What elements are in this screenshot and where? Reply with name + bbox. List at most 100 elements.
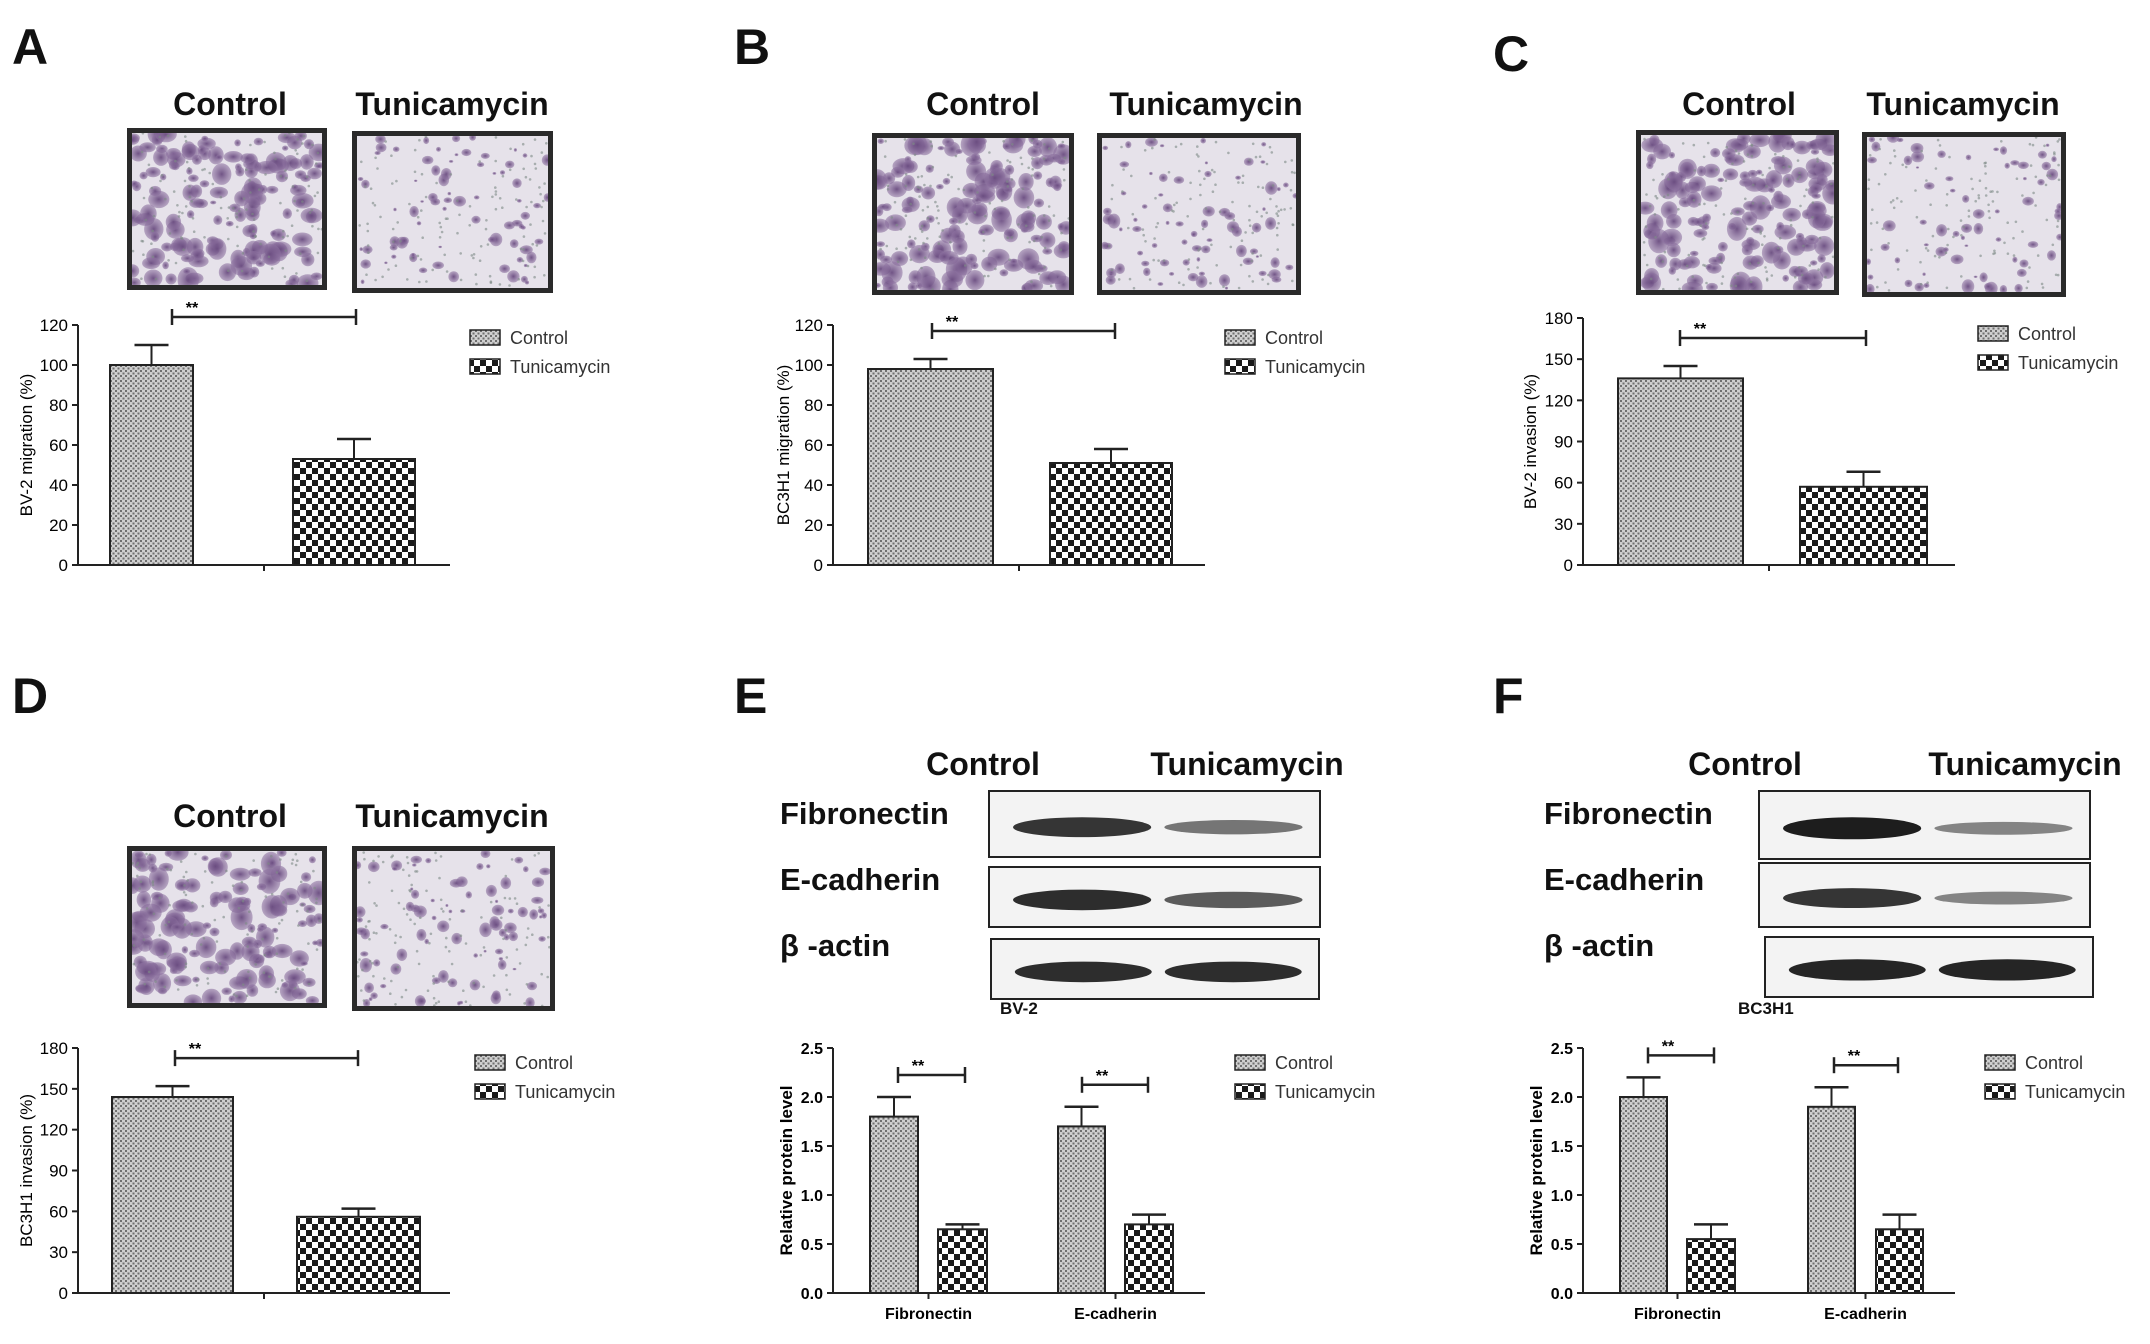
stained-cell [153,148,169,166]
stained-cell [1159,144,1165,148]
membrane-pore [199,943,203,946]
membrane-pore [254,963,257,966]
membrane-pore [515,902,519,905]
stained-cell [209,186,228,199]
stained-cell [516,199,522,203]
membrane-pore [1267,273,1270,277]
membrane-pore [2057,163,2060,167]
stained-cell [201,135,209,142]
membrane-pore [290,862,294,865]
membrane-pore [1933,254,1937,258]
band-control [1014,961,1152,983]
membrane-pore [282,229,285,233]
membrane-pore [896,260,900,264]
bar-tunicamycin-e-cadherin [1875,1228,1924,1295]
membrane-pore [246,945,249,948]
stained-cell [301,252,315,267]
membrane-pore [1644,225,1648,228]
membrane-pore [279,858,282,861]
stained-cell [374,151,381,155]
membrane-pore [448,950,451,953]
membrane-pore [437,1000,441,1003]
membrane-pore [1796,177,1800,181]
membrane-pore [478,160,481,163]
stained-cell [878,203,888,210]
membrane-pore [181,211,184,215]
stained-cell [523,866,529,873]
stained-cell [1224,212,1236,220]
membrane-pore [1052,214,1056,217]
stained-cell [431,165,441,176]
membrane-pore [1945,193,1949,196]
stained-cell [1749,135,1771,148]
membrane-pore [1750,154,1754,158]
membrane-pore [517,278,521,281]
membrane-pore [1868,154,1872,157]
membrane-pore [1049,284,1053,288]
stained-cell [1201,219,1209,229]
stained-cell [1647,153,1657,165]
stained-cell [207,858,224,875]
membrane-pore [447,980,450,984]
membrane-pore [242,197,246,200]
membrane-pore [139,880,143,883]
membrane-pore [311,224,314,228]
membrane-pore [923,183,926,187]
y-tick-label: 60 [49,1202,68,1221]
membrane-pore [201,168,204,172]
membrane-pore [264,895,268,898]
membrane-pore [482,985,485,989]
stained-cell [1961,279,1975,292]
membrane-pore [1816,160,1819,163]
membrane-pore [1203,177,1206,181]
membrane-pore [472,981,476,985]
stained-cell [361,179,370,189]
stained-cell [271,927,279,933]
membrane-pore [1042,157,1046,161]
membrane-pore [211,182,215,186]
stained-cell [1772,245,1784,254]
membrane-pore [494,136,498,139]
membrane-pore [1662,287,1665,290]
stained-cell [186,210,195,219]
membrane-pore [991,173,994,176]
stained-cell [148,863,158,873]
membrane-pore [965,222,968,226]
stained-cell [195,936,217,959]
membrane-pore [1645,193,1648,196]
x-category-label: E-cadherin [1074,1306,1157,1323]
membrane-pore [147,163,151,167]
stained-cell [1742,255,1759,270]
membrane-pore [136,874,139,878]
membrane-pore [1778,236,1782,240]
membrane-pore [1924,247,1928,250]
stained-cell [445,904,449,907]
membrane-pore [375,932,378,935]
membrane-pore [307,982,311,986]
stained-cell [172,237,193,256]
membrane-pore [1777,247,1780,250]
membrane-pore [1248,204,1251,208]
membrane-pore [1765,184,1768,188]
membrane-pore [1889,200,1893,204]
membrane-pore [1175,201,1178,205]
membrane-pore [410,257,413,260]
stained-cell [1119,227,1123,232]
membrane-pore [252,218,256,221]
stained-cell [908,270,922,285]
membrane-pore [1884,173,1887,176]
membrane-pore [489,900,493,904]
membrane-pore [296,152,299,156]
membrane-pore [535,244,539,247]
membrane-pore [1162,259,1166,262]
membrane-pore [439,898,443,902]
membrane-pore [1663,250,1667,254]
stained-cell [2041,161,2051,171]
legend-label-control: Control [1265,328,1323,348]
stained-cell [132,911,147,933]
membrane-pore [1002,140,1005,143]
membrane-pore [203,167,206,171]
membrane-pore [316,151,320,155]
membrane-pore [415,870,419,873]
